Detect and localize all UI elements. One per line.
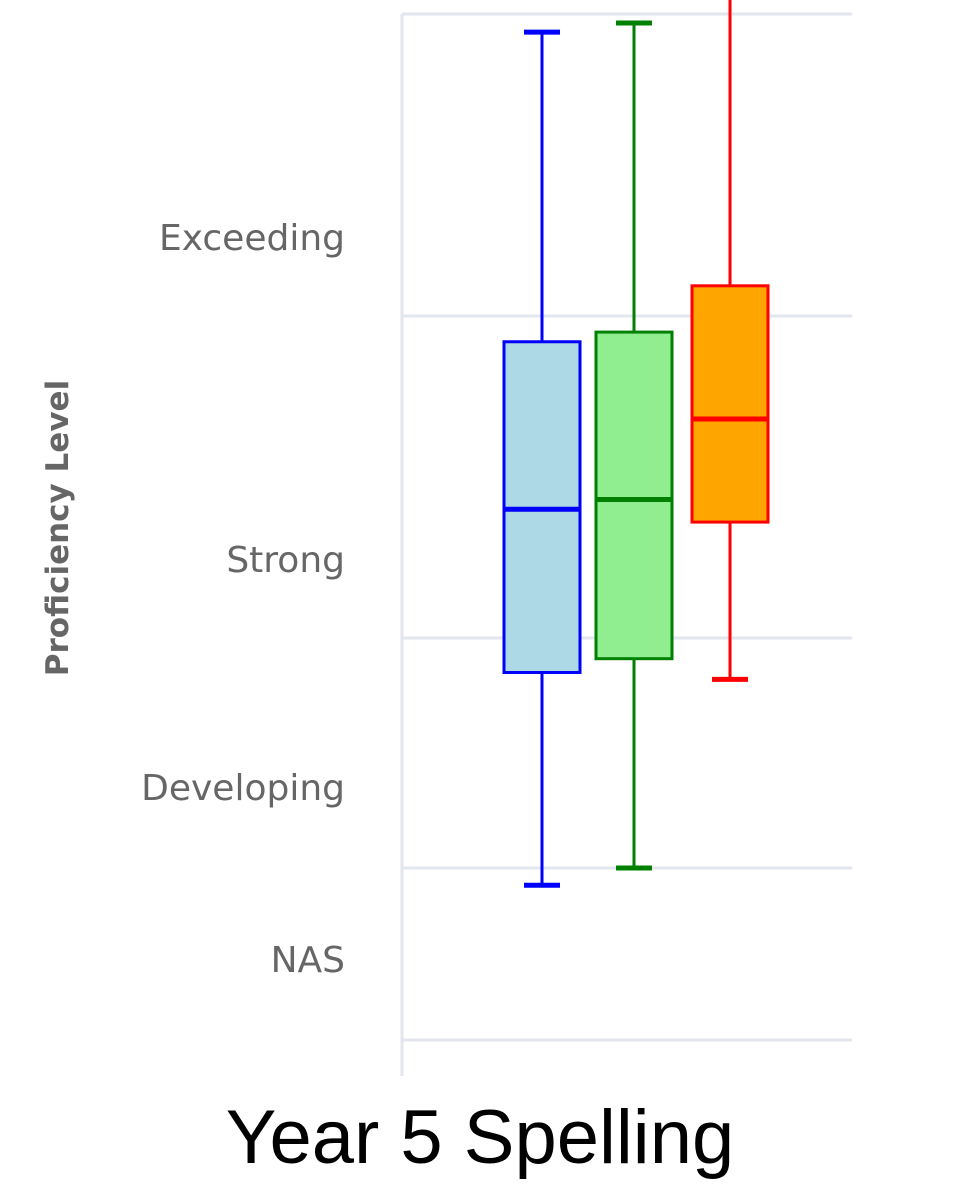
- box-series: [502, 0, 770, 888]
- box-1: [502, 29, 582, 888]
- y-tick-label: Developing: [141, 768, 345, 809]
- box-iqr: [594, 330, 674, 661]
- y-tick-label: Exceeding: [159, 218, 345, 259]
- box-2: [594, 20, 674, 871]
- box-3: [690, 0, 770, 682]
- y-tick-label: Strong: [226, 540, 345, 581]
- y-axis-label: Proficiency Level: [40, 380, 76, 676]
- chart-caption: Year 5 Spelling: [225, 1095, 735, 1180]
- box-iqr: [690, 284, 770, 524]
- boxplot-chart: NAS Developing Strong Exceeding Proficiency…: [40, 0, 852, 1076]
- y-tick-label: NAS: [271, 940, 345, 981]
- grid-lines: [400, 12, 852, 1076]
- y-tick-labels: NAS Developing Strong Exceeding: [141, 218, 345, 981]
